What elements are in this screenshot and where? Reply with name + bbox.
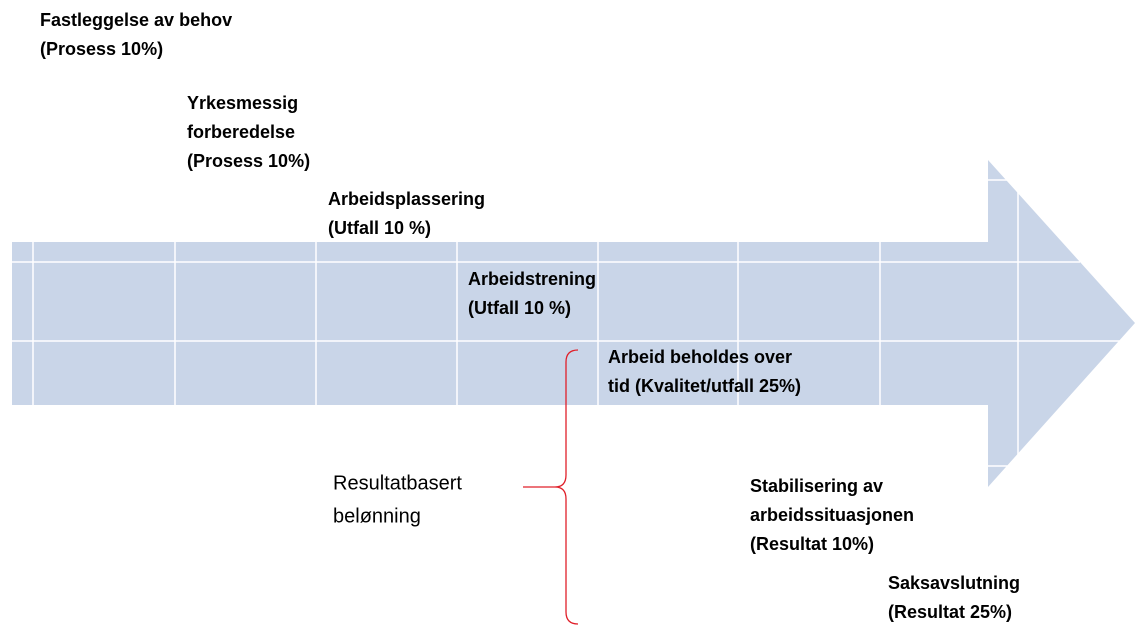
step-label: tid (Kvalitet/utfall 25%) (608, 376, 801, 396)
step-label: forberedelse (187, 122, 295, 142)
arrow (12, 160, 1135, 487)
arrow-grid (12, 179, 1120, 467)
step-label: arbeidssituasjonen (750, 505, 914, 525)
step-label: (Resultat 10%) (750, 534, 874, 554)
step-label: (Utfall 10 %) (328, 218, 431, 238)
step-label: Fastleggelse av behov (40, 10, 232, 30)
step-label: Saksavslutning (888, 573, 1020, 593)
step-label: Arbeidstrening (468, 269, 596, 289)
brace-label: belønning (333, 505, 421, 527)
step-label: (Prosess 10%) (187, 151, 310, 171)
step-label: Yrkesmessig (187, 93, 298, 113)
step-label: Arbeid beholdes over (608, 347, 792, 367)
step-label: (Resultat 25%) (888, 602, 1012, 622)
step-label: Stabilisering av (750, 476, 883, 496)
step-label: Arbeidsplassering (328, 189, 485, 209)
step-label: (Utfall 10 %) (468, 298, 571, 318)
brace-label: Resultatbasert (333, 472, 462, 494)
step-label: (Prosess 10%) (40, 39, 163, 59)
